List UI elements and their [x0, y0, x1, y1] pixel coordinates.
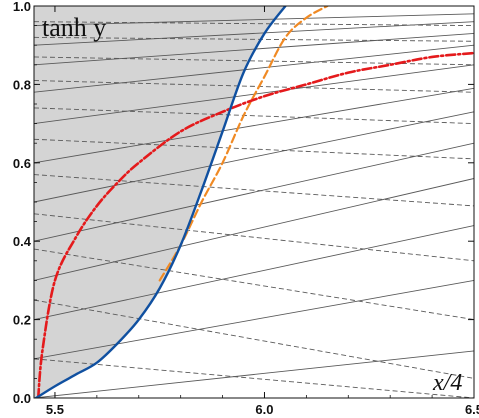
- background-dashed-line: [34, 107, 474, 125]
- y-tick-label: 0.0: [13, 391, 31, 406]
- series-solid-line: [34, 6, 287, 398]
- plot-inner: [34, 6, 474, 398]
- shaded-region: [34, 6, 286, 398]
- background-dashed-line: [34, 213, 474, 262]
- background-dashed-line: [34, 80, 474, 93]
- axis-ticks: 5.5 6.0 6.5 0.0 0.2 0.4 0.6 0.8 1.0: [13, 0, 479, 417]
- background-dashed-line: [34, 36, 474, 42]
- background-solid-line: [34, 13, 474, 27]
- background-dashed-line: [34, 56, 474, 66]
- x-tick-label: 6.0: [255, 402, 273, 417]
- y-tick-label: 0.8: [13, 77, 31, 92]
- plot-area: [33, 5, 475, 399]
- y-axis-label: tanh y: [42, 13, 106, 42]
- background-solid-line: [34, 178, 474, 281]
- background-dashed-line: [34, 358, 474, 398]
- background-solid-line: [34, 87, 474, 164]
- background-solid-line: [34, 279, 474, 360]
- background-dashed-line: [34, 138, 474, 160]
- background-solid-line: [34, 44, 474, 93]
- x-tick-label: 5.5: [46, 402, 64, 417]
- background-dashed-line: [34, 21, 474, 27]
- background-solid-line: [34, 225, 474, 321]
- background-dashed-line: [34, 299, 474, 379]
- y-tick-label: 0.6: [13, 156, 31, 171]
- y-tick-label: 1.0: [13, 0, 31, 14]
- x-axis-label: x/4: [432, 370, 462, 396]
- y-tick-label: 0.2: [13, 313, 31, 328]
- y-tick-label: 0.4: [13, 234, 32, 249]
- background-solid-line: [34, 21, 474, 46]
- series-dash-dot-line: [36, 51, 474, 398]
- background-solid-line: [34, 142, 474, 242]
- background-solid-line: [34, 350, 474, 398]
- background-dashed-line: [34, 248, 474, 321]
- x-tick-label: 6.5: [465, 402, 479, 417]
- background-dashed-line: [34, 174, 474, 207]
- background-solid-line: [34, 111, 474, 203]
